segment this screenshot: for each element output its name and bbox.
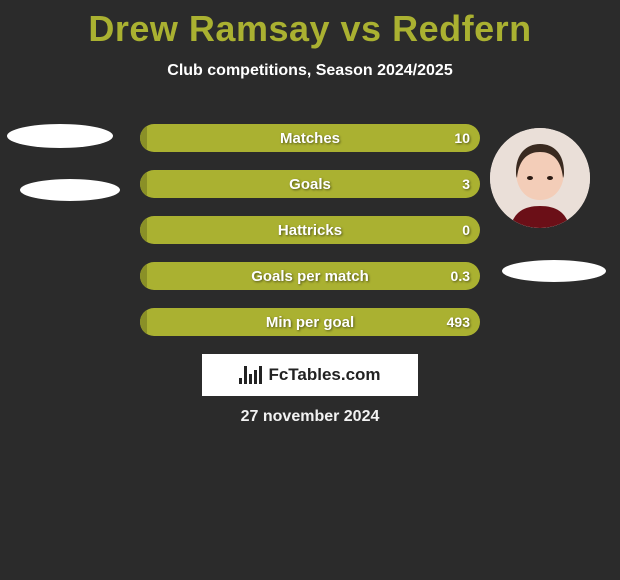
bar-row: Goals per match 0.3 xyxy=(140,262,480,290)
bar-row: Hattricks 0 xyxy=(140,216,480,244)
bar-label: Matches xyxy=(140,124,480,152)
bar-label: Hattricks xyxy=(140,216,480,244)
player-left-ellipse-2 xyxy=(20,179,120,201)
bar-label: Goals per match xyxy=(140,262,480,290)
bar-row: Min per goal 493 xyxy=(140,308,480,336)
bar-row: Matches 10 xyxy=(140,124,480,152)
bar-value-right: 10 xyxy=(444,124,480,152)
bar-value-right: 0.3 xyxy=(441,262,480,290)
player-left-ellipse-1 xyxy=(7,124,113,148)
bar-row: Goals 3 xyxy=(140,170,480,198)
page-title: Drew Ramsay vs Redfern xyxy=(0,0,620,50)
bar-value-right: 3 xyxy=(452,170,480,198)
comparison-bars: Matches 10 Goals 3 Hattricks 0 Goals per… xyxy=(140,124,480,354)
bar-label: Min per goal xyxy=(140,308,480,336)
player-right-avatar xyxy=(490,128,590,228)
footer-date: 27 november 2024 xyxy=(0,408,620,426)
page-subtitle: Club competitions, Season 2024/2025 xyxy=(0,62,620,80)
bars-icon xyxy=(239,366,262,384)
bar-value-right: 0 xyxy=(452,216,480,244)
footer-brand-badge: FcTables.com xyxy=(202,354,418,396)
footer-brand-text: FcTables.com xyxy=(268,365,380,385)
player-right-ellipse xyxy=(502,260,606,282)
bar-value-right: 493 xyxy=(437,308,480,336)
bar-label: Goals xyxy=(140,170,480,198)
